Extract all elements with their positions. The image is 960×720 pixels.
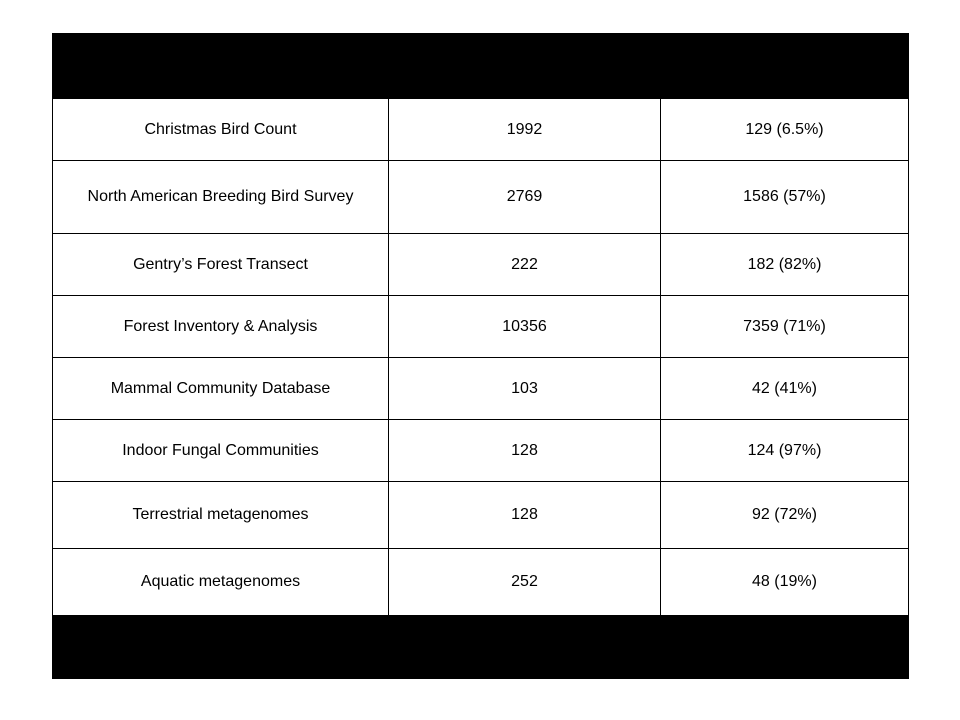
table-row: Indoor Fungal Communities 128 124 (97%) bbox=[52, 419, 909, 482]
total-sites-sum: 15950 bbox=[388, 615, 661, 679]
dataset-name: Gentry’s Forest Transect bbox=[52, 233, 389, 296]
table-row: Christmas Bird Count 1992 129 (6.5%) bbox=[52, 98, 909, 161]
dataset-name: Indoor Fungal Communities bbox=[52, 419, 389, 482]
analyzable-sites: 1586 (57%) bbox=[660, 160, 909, 234]
table-row: Forest Inventory & Analysis 10356 7359 (… bbox=[52, 295, 909, 358]
total-sites: 128 bbox=[388, 481, 661, 549]
dataset-name: Terrestrial metagenomes bbox=[52, 481, 389, 549]
analyzable-sites: 48 (19%) bbox=[660, 548, 909, 616]
total-sites: 222 bbox=[388, 233, 661, 296]
analyzable-sites-sum: 9562 (60%) bbox=[660, 615, 909, 679]
total-sites: 252 bbox=[388, 548, 661, 616]
dataset-name: Mammal Community Database bbox=[52, 357, 389, 420]
analyzable-sites: 124 (97%) bbox=[660, 419, 909, 482]
table-row: Mammal Community Database 103 42 (41%) bbox=[52, 357, 909, 420]
analyzable-sites: 129 (6.5%) bbox=[660, 98, 909, 161]
total-sites: 128 bbox=[388, 419, 661, 482]
dataset-name: Aquatic metagenomes bbox=[52, 548, 389, 616]
table-row: North American Breeding Bird Survey 2769… bbox=[52, 160, 909, 234]
total-sites: 1992 bbox=[388, 98, 661, 161]
dataset-name: Forest Inventory & Analysis bbox=[52, 295, 389, 358]
table-row: Terrestrial metagenomes 128 92 (72%) bbox=[52, 481, 909, 549]
total-label: TOTAL bbox=[52, 615, 389, 679]
table-total-row: TOTAL 15950 9562 (60%) bbox=[52, 615, 909, 679]
dataset-name: North American Breeding Bird Survey bbox=[52, 160, 389, 234]
table-header-row: Dataset total sites analyzable sites bbox=[52, 33, 909, 99]
analyzable-sites: 42 (41%) bbox=[660, 357, 909, 420]
analyzable-sites: 7359 (71%) bbox=[660, 295, 909, 358]
header-analyzable-sites: analyzable sites bbox=[660, 33, 909, 99]
table-row: Gentry’s Forest Transect 222 182 (82%) bbox=[52, 233, 909, 296]
table-row: Aquatic metagenomes 252 48 (19%) bbox=[52, 548, 909, 616]
header-total-sites: total sites bbox=[388, 33, 661, 99]
total-sites: 2769 bbox=[388, 160, 661, 234]
datasets-table: Dataset total sites analyzable sites Chr… bbox=[52, 33, 909, 679]
total-sites: 103 bbox=[388, 357, 661, 420]
dataset-name: Christmas Bird Count bbox=[52, 98, 389, 161]
analyzable-sites: 92 (72%) bbox=[660, 481, 909, 549]
total-sites: 10356 bbox=[388, 295, 661, 358]
analyzable-sites: 182 (82%) bbox=[660, 233, 909, 296]
header-dataset: Dataset bbox=[52, 33, 389, 99]
